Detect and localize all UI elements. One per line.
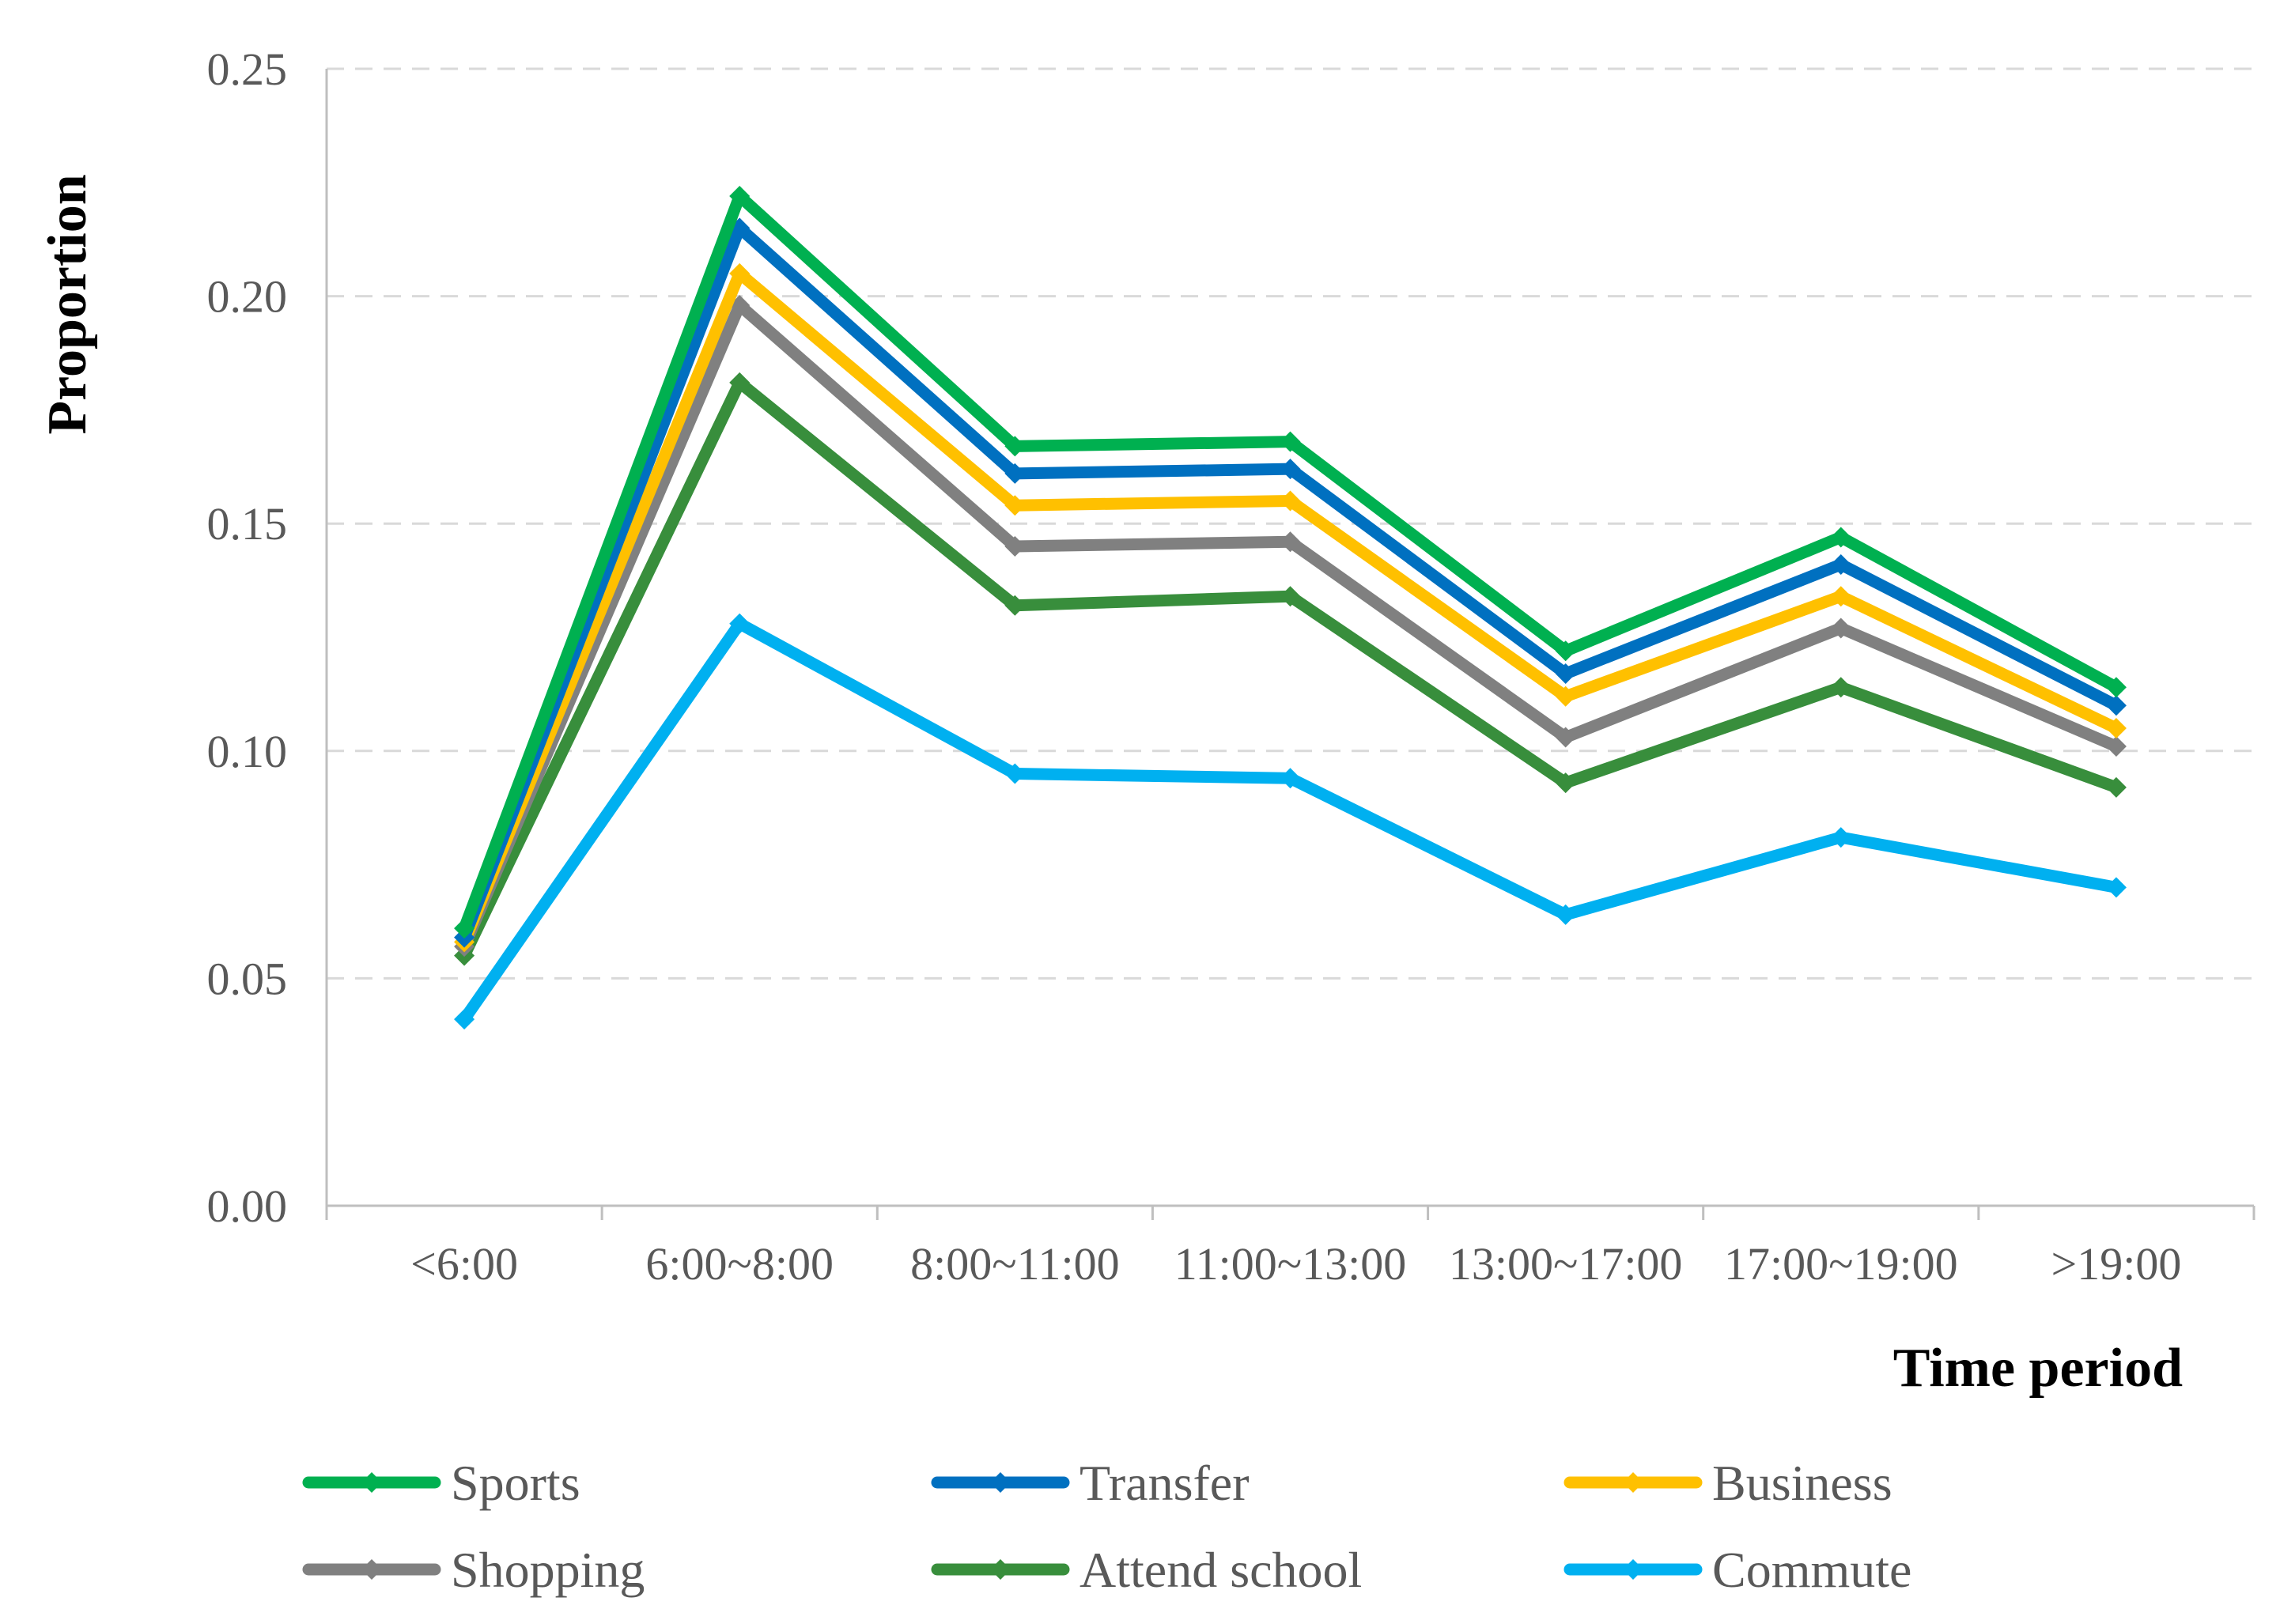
x-tick-label: 13:00~17:00	[1449, 1238, 1683, 1290]
legend-label: Commute	[1712, 1542, 1911, 1598]
x-tick-labels: <6:00 6:00~8:00 8:00~11:00 11:00~13:00 13:00…	[410, 1238, 2181, 1290]
data-point-attend-school	[2105, 776, 2127, 798]
y-tick-labels: 0.00 0.05 0.10 0.15 0.20 0.25	[207, 43, 288, 1232]
legend-label: Sports	[451, 1455, 580, 1511]
data-point-commute	[1555, 904, 1576, 925]
data-point-business	[729, 262, 751, 284]
legend-item-business: Business	[1563, 1455, 1892, 1511]
data-point-sports	[729, 186, 751, 207]
legend-label: Shopping	[451, 1542, 645, 1598]
legend-label: Transfer	[1080, 1455, 1250, 1511]
data-point-attend-school	[1280, 586, 1301, 607]
data-point-shopping	[1280, 531, 1301, 553]
data-point-shopping	[2105, 736, 2127, 757]
series-line-commute	[458, 617, 2123, 1025]
data-point-sports	[2105, 677, 2127, 698]
data-point-attend-school	[1555, 772, 1576, 794]
y-tick-label: 0.00	[207, 1180, 288, 1232]
data-point-transfer	[1280, 459, 1301, 480]
series-group	[454, 186, 2127, 1030]
data-point-business	[2105, 718, 2127, 739]
data-point-attend-school	[729, 372, 751, 393]
legend-marker	[990, 1559, 1011, 1580]
x-tick-label: >19:00	[2051, 1238, 2182, 1290]
data-point-attend-school	[1830, 677, 1851, 698]
y-tick-label: 0.10	[207, 726, 288, 777]
legend-item-attend-school: Attend school	[931, 1542, 1362, 1598]
data-point-shopping	[1555, 727, 1576, 748]
data-point-business	[1004, 495, 1026, 516]
data-point-commute	[1280, 768, 1301, 789]
data-point-transfer	[2105, 695, 2127, 716]
y-tick-label: 0.20	[207, 271, 288, 323]
legend-marker	[990, 1472, 1011, 1493]
legend-marker	[1623, 1559, 1643, 1580]
axes	[325, 69, 2255, 1220]
legend-marker	[361, 1472, 382, 1493]
legend-label: Business	[1712, 1455, 1892, 1511]
data-point-commute	[1830, 827, 1851, 848]
legend-label: Attend school	[1080, 1542, 1362, 1598]
legend-item-sports: Sports	[302, 1455, 580, 1511]
data-point-sports	[1555, 640, 1576, 662]
data-point-commute	[1004, 763, 1026, 784]
data-point-business	[1830, 586, 1851, 607]
data-point-sports	[1004, 436, 1026, 457]
data-point-commute	[729, 613, 751, 634]
data-point-business	[1280, 490, 1301, 512]
legend: Sports Transfer Business Shopping Attend sch…	[302, 1455, 1911, 1598]
legend-marker	[1623, 1472, 1643, 1493]
y-tick-label: 0.25	[207, 43, 288, 95]
data-point-sports	[1280, 431, 1301, 452]
x-tick-label: <6:00	[410, 1238, 518, 1290]
x-tick-label: 17:00~19:00	[1724, 1238, 1958, 1290]
data-point-commute	[2105, 877, 2127, 898]
legend-item-commute: Commute	[1563, 1542, 1911, 1598]
legend-item-transfer: Transfer	[931, 1455, 1250, 1511]
data-point-sports	[454, 918, 475, 939]
y-axis-title: Proportion	[37, 174, 98, 434]
x-tick-label: 6:00~8:00	[645, 1238, 834, 1290]
data-point-transfer	[1004, 463, 1026, 484]
data-point-shopping	[1004, 535, 1026, 557]
data-point-shopping	[1830, 617, 1851, 639]
data-point-transfer	[1555, 663, 1576, 685]
legend-item-shopping: Shopping	[302, 1542, 645, 1598]
data-point-attend-school	[1004, 595, 1026, 616]
data-point-sports	[1830, 527, 1851, 548]
data-point-business	[1555, 685, 1576, 707]
series-line-shopping	[458, 299, 2123, 953]
y-tick-label: 0.05	[207, 953, 288, 1004]
x-axis-title: Time period	[1893, 1338, 2183, 1399]
data-point-commute	[454, 1009, 475, 1030]
data-point-transfer	[1830, 553, 1851, 575]
x-tick-label: 11:00~13:00	[1174, 1238, 1406, 1290]
y-tick-label: 0.15	[207, 498, 288, 550]
x-tick-label: 8:00~11:00	[910, 1238, 1119, 1290]
legend-marker	[361, 1559, 382, 1580]
